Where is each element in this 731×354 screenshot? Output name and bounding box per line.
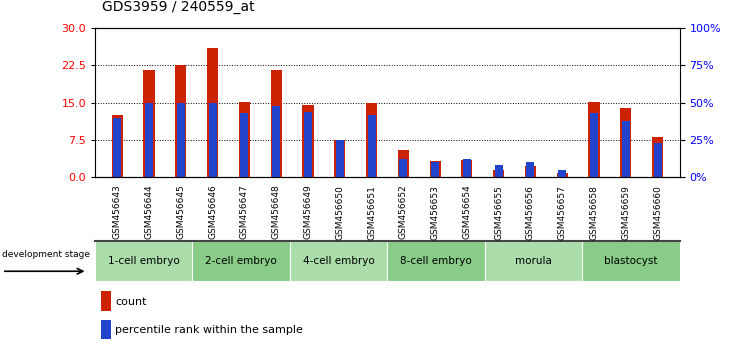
Bar xyxy=(620,108,632,177)
Bar xyxy=(175,65,186,177)
Bar xyxy=(525,166,536,177)
Text: blastocyst: blastocyst xyxy=(605,256,658,266)
Bar xyxy=(588,102,599,177)
Bar xyxy=(368,115,376,177)
Bar xyxy=(366,103,377,177)
Bar xyxy=(304,112,312,177)
Text: 8-cell embryo: 8-cell embryo xyxy=(401,256,472,266)
Bar xyxy=(399,159,407,177)
Bar xyxy=(622,120,630,177)
Bar xyxy=(334,140,345,177)
Bar xyxy=(101,320,111,339)
Text: count: count xyxy=(115,297,147,307)
Bar xyxy=(272,105,280,177)
Bar xyxy=(461,160,472,177)
Bar xyxy=(387,241,485,281)
Bar xyxy=(303,105,314,177)
Bar xyxy=(398,150,409,177)
Bar xyxy=(113,118,121,177)
Bar xyxy=(654,143,662,177)
Bar xyxy=(112,115,123,177)
Bar xyxy=(270,70,281,177)
Bar xyxy=(240,113,249,177)
Bar xyxy=(95,241,192,281)
Text: 4-cell embryo: 4-cell embryo xyxy=(303,256,374,266)
Bar xyxy=(463,159,471,177)
Bar xyxy=(177,103,185,177)
Text: 2-cell embryo: 2-cell embryo xyxy=(205,256,277,266)
Bar xyxy=(583,241,680,281)
Bar xyxy=(290,241,387,281)
Bar xyxy=(143,70,155,177)
Bar xyxy=(495,165,503,177)
Bar xyxy=(145,103,153,177)
Text: percentile rank within the sample: percentile rank within the sample xyxy=(115,325,303,335)
Bar xyxy=(485,241,583,281)
Bar xyxy=(526,162,534,177)
Bar xyxy=(430,161,441,177)
Bar xyxy=(590,113,598,177)
Bar xyxy=(652,137,663,177)
Text: morula: morula xyxy=(515,256,552,266)
Bar xyxy=(493,170,504,177)
Bar xyxy=(101,291,111,311)
Bar xyxy=(336,140,344,177)
Bar xyxy=(192,241,290,281)
Bar xyxy=(208,103,216,177)
Bar xyxy=(557,173,568,177)
Bar xyxy=(239,102,250,177)
Text: GDS3959 / 240559_at: GDS3959 / 240559_at xyxy=(102,0,255,14)
Bar xyxy=(431,162,439,177)
Text: 1-cell embryo: 1-cell embryo xyxy=(108,256,180,266)
Bar xyxy=(558,170,567,177)
Text: development stage: development stage xyxy=(2,251,90,259)
Bar xyxy=(207,48,218,177)
